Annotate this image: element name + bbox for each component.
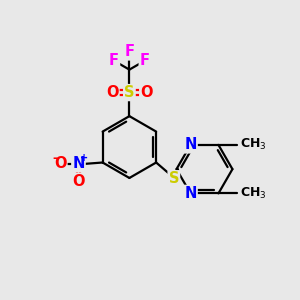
Text: O: O — [140, 85, 153, 100]
Text: N: N — [184, 137, 197, 152]
Text: N: N — [72, 157, 85, 172]
Text: F: F — [140, 53, 150, 68]
Text: N: N — [184, 186, 197, 201]
Text: CH$_3$: CH$_3$ — [240, 186, 267, 201]
Text: +: + — [80, 153, 88, 163]
Text: F: F — [124, 44, 134, 59]
Text: CH$_3$: CH$_3$ — [240, 137, 267, 152]
Text: O: O — [106, 85, 118, 100]
Text: -: - — [52, 152, 58, 165]
Text: O: O — [54, 157, 67, 172]
Text: F: F — [109, 53, 119, 68]
Text: S: S — [169, 171, 179, 186]
Text: O: O — [72, 174, 85, 189]
Text: S: S — [124, 85, 135, 100]
